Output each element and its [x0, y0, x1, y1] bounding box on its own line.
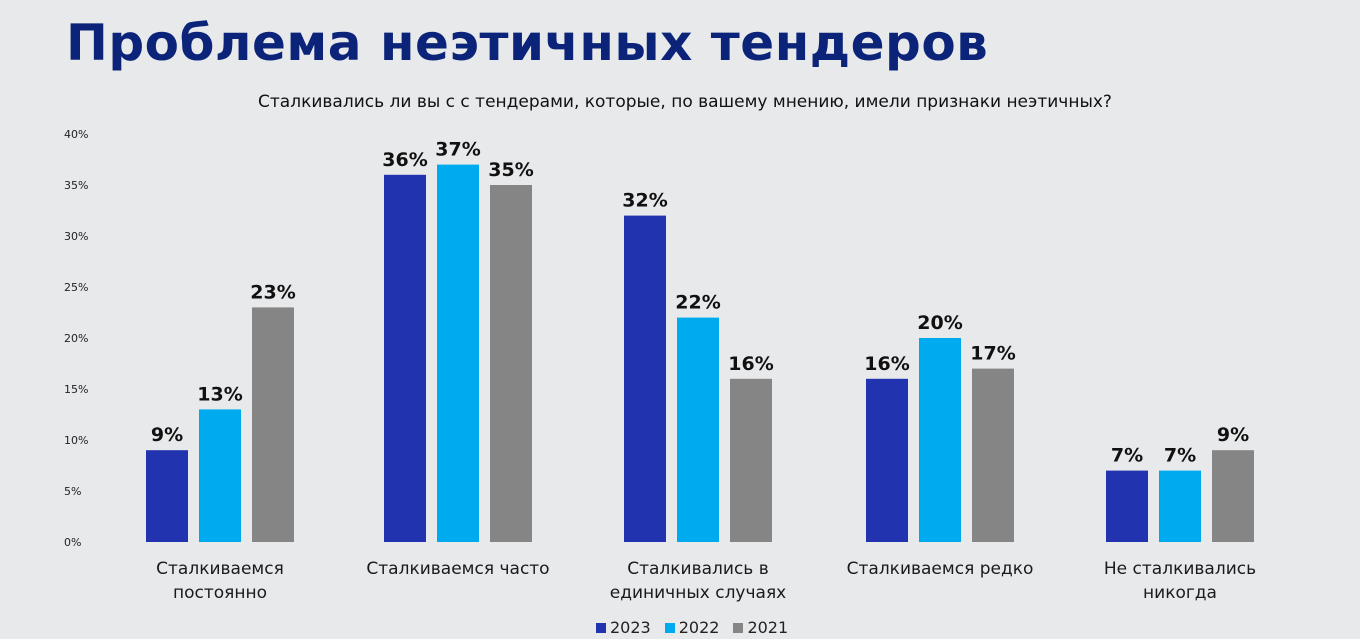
y-tick-label: 20%	[64, 332, 88, 345]
bar-2023	[866, 378, 908, 542]
bar-2021	[490, 185, 532, 542]
data-label: 9%	[151, 424, 183, 446]
legend-item-2021: 2021	[733, 618, 788, 637]
bar-2021	[730, 378, 772, 542]
data-label: 20%	[917, 312, 962, 334]
data-label: 7%	[1164, 445, 1196, 467]
legend-item-2023: 2023	[596, 618, 651, 637]
x-tick-label: единичных случаях	[610, 583, 787, 603]
data-label: 37%	[435, 139, 480, 161]
x-tick-label: никогда	[1143, 583, 1217, 603]
legend-swatch	[664, 622, 675, 633]
bar-2022	[437, 164, 479, 542]
data-label: 35%	[488, 159, 533, 181]
y-tick-label: 30%	[64, 230, 88, 243]
x-tick-label: Сталкиваемся часто	[366, 559, 549, 579]
bar-2021	[1212, 450, 1254, 542]
legend: 2023 2022 2021	[596, 618, 788, 637]
y-tick-label: 35%	[64, 179, 88, 192]
y-tick-label: 25%	[64, 281, 88, 294]
legend-swatch	[733, 622, 744, 633]
data-label: 17%	[970, 343, 1015, 365]
data-label: 36%	[382, 149, 427, 171]
chart-title: Проблема неэтичных тендеров	[66, 14, 989, 72]
y-tick-label: 40%	[64, 128, 88, 141]
legend-swatch	[596, 622, 606, 633]
legend-item-2022: 2022	[664, 618, 720, 637]
y-tick-label: 15%	[64, 383, 88, 396]
bar-2023	[384, 174, 426, 543]
bar-2021	[972, 368, 1014, 542]
bar-2023	[146, 450, 188, 542]
data-label: 9%	[1217, 424, 1249, 446]
y-tick-label: 10%	[64, 434, 88, 447]
y-tick-label: 0%	[64, 536, 81, 549]
bar-2023	[1106, 470, 1148, 542]
data-label: 16%	[864, 353, 909, 375]
data-label: 22%	[675, 292, 720, 314]
x-tick-label: постоянно	[173, 583, 267, 603]
x-tick-label: Сталкиваемся	[156, 559, 284, 579]
data-label: 32%	[622, 190, 667, 212]
data-label: 23%	[250, 281, 295, 303]
bar-2022	[677, 317, 719, 542]
x-tick-label: Сталкиваемся редко	[847, 559, 1034, 579]
legend-label: 2023	[610, 618, 651, 637]
chart-subtitle: Сталкивались ли вы с с тендерами, которы…	[258, 92, 1112, 112]
bar-2022	[919, 338, 961, 542]
bar-2023	[624, 215, 666, 542]
data-label: 16%	[728, 353, 773, 375]
legend-label: 2022	[678, 618, 720, 637]
bar-2021	[252, 307, 294, 542]
bar-2022	[1159, 470, 1201, 542]
data-label: 13%	[197, 383, 242, 405]
legend-label: 2021	[747, 618, 789, 637]
bar-2022	[199, 409, 241, 542]
x-tick-label: Не сталкивались	[1104, 559, 1256, 579]
x-tick-label: Сталкивались в	[627, 559, 769, 579]
data-label: 7%	[1111, 445, 1143, 467]
y-tick-label: 5%	[64, 485, 81, 498]
